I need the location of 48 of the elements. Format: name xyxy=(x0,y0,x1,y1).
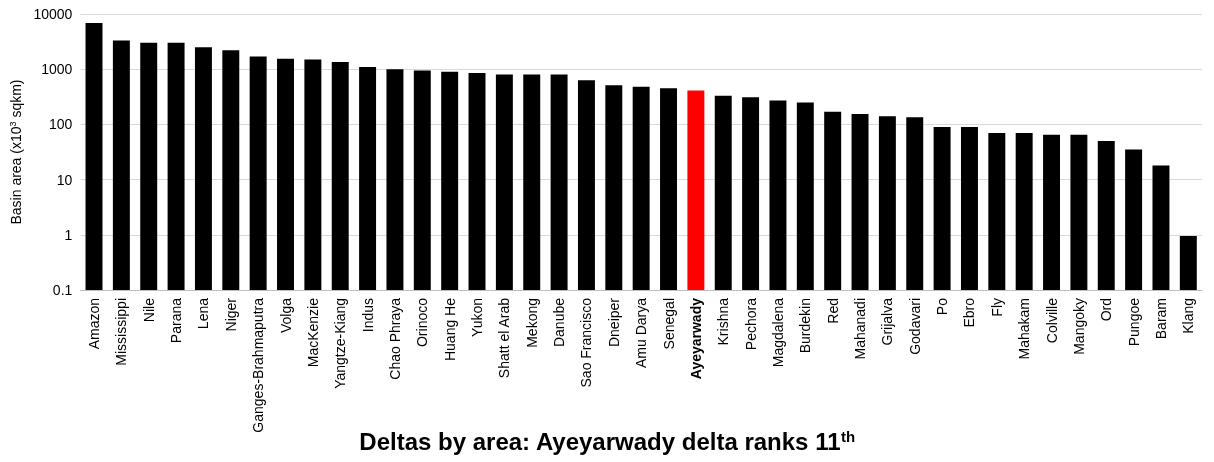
y-axis-title: Basin area (x103 sqkm) xyxy=(7,79,24,225)
x-tick-label: Huang He xyxy=(441,297,458,362)
x-tick-label: Dneiper xyxy=(605,297,622,348)
x-tick-label: Parana xyxy=(168,297,185,344)
x-tick-label: Mahakam xyxy=(1016,298,1033,360)
x-tick-label: Sao Francisco xyxy=(578,297,595,388)
x-tick-label: Colville xyxy=(1043,297,1060,344)
x-tick-label: Grijalva xyxy=(879,297,896,346)
x-tick-label: Mississippi xyxy=(113,298,130,366)
x-tick-label: Chao Phraya xyxy=(386,297,403,380)
x-tick-label: Senegal xyxy=(660,298,677,350)
y-tick-label: 10000 xyxy=(33,6,73,22)
x-tick-label: Krishna xyxy=(715,297,732,346)
x-tick-label: Yangtze-Kiang xyxy=(332,298,349,389)
y-tick-label: 0.1 xyxy=(52,282,73,298)
x-tick-label: Mahanadi xyxy=(852,298,869,360)
x-tick-label: Amazon xyxy=(86,298,103,350)
x-tick-label: Fly xyxy=(988,298,1005,317)
x-tick-label: Ebro xyxy=(961,297,978,328)
x-tick-label: Red xyxy=(824,298,841,324)
y-tick-label: 100 xyxy=(48,116,73,133)
x-tick-label: Magdalena xyxy=(769,297,786,368)
x-tick-label: Lena xyxy=(195,297,212,330)
x-tick-label: Mekong xyxy=(523,298,540,348)
x-tick-label: Yukon xyxy=(469,298,486,337)
x-tick-label: Godavari xyxy=(906,298,923,355)
x-tick-label: Ganges-Brahmaputra xyxy=(250,297,267,433)
x-tick-label: Amu Darya xyxy=(633,297,650,369)
y-tick-label: 10 xyxy=(56,171,73,188)
x-tick-label: Orinoco xyxy=(414,297,431,348)
x-tick-label: Indus xyxy=(359,298,376,333)
x-tick-label: Niger xyxy=(222,297,239,332)
x-tick-label: Nile xyxy=(140,297,157,323)
x-tick-label: Pungoe xyxy=(1125,297,1142,347)
x-tick-label: Shatt el Arab xyxy=(496,297,513,379)
x-tick-label: Mangoky xyxy=(1070,298,1087,355)
x-tick-label: Ord xyxy=(1098,298,1115,322)
x-tick-label: Pechora xyxy=(742,297,759,351)
x-tick-label: Klang xyxy=(1180,298,1197,334)
x-tick-label: Volga xyxy=(277,297,294,334)
x-tick-label: Danube xyxy=(551,297,568,348)
x-tick-label: Po xyxy=(934,297,951,316)
y-tick-label: 1 xyxy=(64,226,73,243)
y-tick-label: 1000 xyxy=(41,61,73,78)
x-tick-label: MacKenzie xyxy=(304,297,321,368)
x-tick-label: Burdekin xyxy=(797,298,814,354)
x-tick-label: Ayeyarwady xyxy=(687,297,704,380)
x-tick-label: Baram xyxy=(1152,298,1169,340)
